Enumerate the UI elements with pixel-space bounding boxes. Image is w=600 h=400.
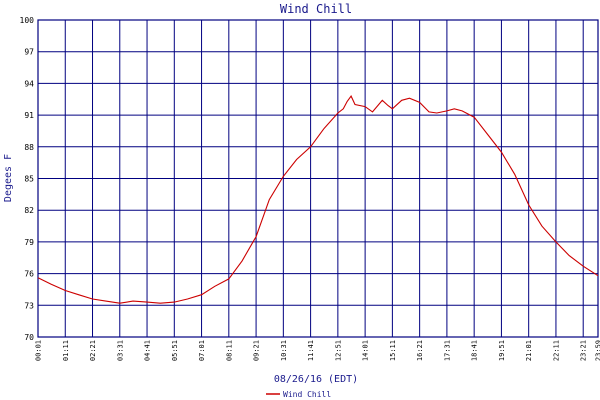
y-tick-label: 88 — [24, 143, 34, 152]
x-tick-label: 07:01 — [198, 340, 206, 361]
x-tick-label: 15:11 — [389, 340, 397, 361]
x-tick-label: 05:51 — [171, 340, 179, 361]
y-tick-label: 82 — [24, 206, 34, 215]
y-tick-label: 97 — [24, 48, 34, 57]
chart-title: Wind Chill — [280, 2, 352, 16]
x-tick-label: 04:41 — [144, 340, 152, 361]
x-tick-label: 03:31 — [116, 340, 124, 361]
x-tick-label: 17:31 — [443, 340, 451, 361]
y-tick-label: 73 — [24, 301, 34, 310]
y-axis-label: Degees F — [3, 154, 14, 202]
x-tick-label: 23:21 — [580, 340, 588, 361]
y-tick-label: 94 — [24, 79, 34, 88]
x-tick-label: 00:01 — [35, 340, 43, 361]
x-tick-label: 21:01 — [525, 340, 533, 361]
series-line-wind-chill — [37, 95, 599, 304]
y-axis-ticks: 70 73 76 79 82 85 88 91 94 97 100 — [20, 16, 35, 342]
y-tick-label: 100 — [20, 16, 35, 25]
x-axis-label: 08/26/16 (EDT) — [274, 374, 358, 385]
x-tick-label: 16:21 — [416, 340, 424, 361]
x-tick-label: 19:51 — [498, 340, 506, 361]
y-tick-label: 76 — [24, 270, 34, 279]
gridlines — [38, 20, 598, 337]
x-tick-label: 10:31 — [280, 340, 288, 361]
x-tick-label: 14:01 — [362, 340, 370, 361]
x-tick-label: 08:11 — [225, 340, 233, 361]
x-tick-label: 02:21 — [89, 340, 97, 361]
y-tick-label: 79 — [24, 238, 34, 247]
y-tick-label: 85 — [24, 175, 34, 184]
legend-label: Wind Chill — [283, 390, 331, 399]
x-tick-label: 11:41 — [307, 340, 315, 361]
legend: Wind Chill — [266, 390, 331, 399]
y-tick-label: 91 — [24, 111, 34, 120]
x-axis-ticks: 00:01 01:11 02:21 03:31 04:41 05:51 07:01 08:11… — [35, 340, 600, 361]
x-tick-label: 23:59 — [595, 340, 600, 361]
x-tick-label: 09:21 — [253, 340, 261, 361]
x-tick-label: 12:51 — [334, 340, 342, 361]
series-layer — [37, 95, 599, 304]
x-tick-label: 18:41 — [471, 340, 479, 361]
y-tick-label: 70 — [24, 333, 34, 342]
x-tick-label: 22:11 — [552, 340, 560, 361]
x-tick-label: 01:11 — [62, 340, 70, 361]
